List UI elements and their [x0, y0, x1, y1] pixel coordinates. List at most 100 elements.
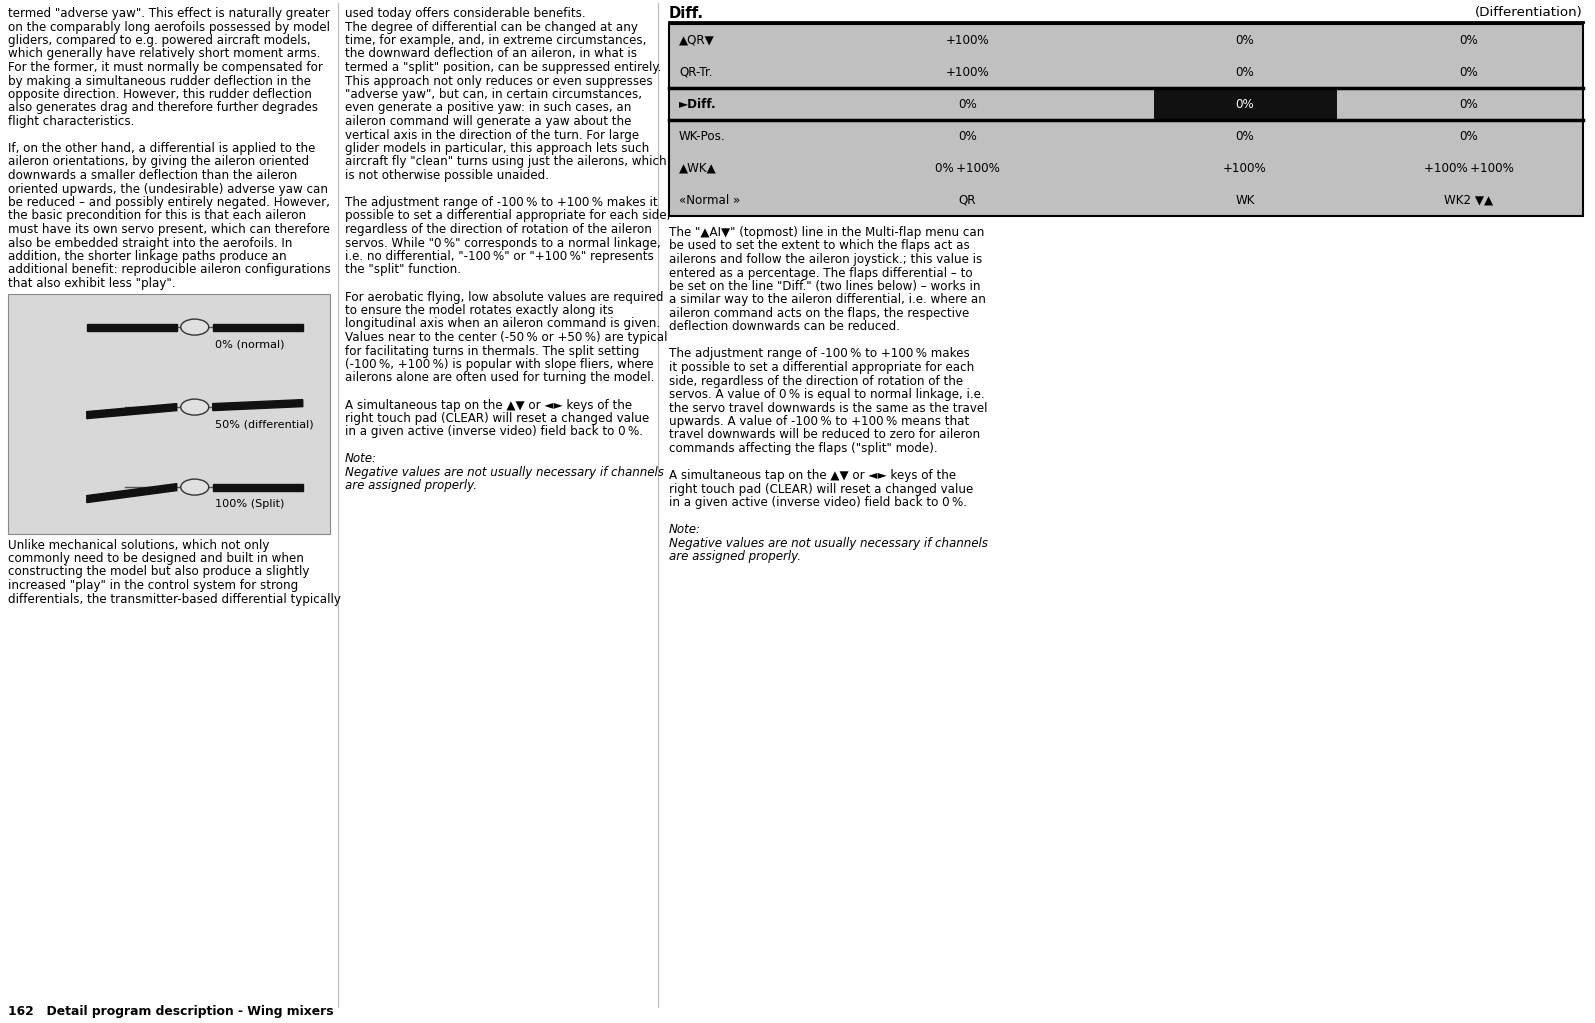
Text: 0%: 0% [959, 130, 976, 142]
Text: for facilitating turns in thermals. The split setting: for facilitating turns in thermals. The … [345, 345, 640, 357]
Text: "adverse yaw", but can, in certain circumstances,: "adverse yaw", but can, in certain circu… [345, 88, 643, 101]
Text: in a given active (inverse video) field back to 0 %.: in a given active (inverse video) field … [668, 496, 967, 509]
Bar [1153, 89, 1337, 119]
Ellipse shape [180, 319, 209, 336]
Ellipse shape [180, 399, 209, 415]
Text: vertical axis in the direction of the turn. For large: vertical axis in the direction of the tu… [345, 129, 640, 141]
Text: a similar way to the aileron differential, i.e. where an: a similar way to the aileron differentia… [668, 294, 986, 307]
Text: in a given active (inverse video) field back to 0 %.: in a given active (inverse video) field … [345, 426, 643, 439]
Text: opposite direction. However, this rudder deflection: opposite direction. However, this rudder… [8, 88, 313, 101]
Text: also be embedded straight into the aerofoils. In: also be embedded straight into the aerof… [8, 236, 292, 250]
Polygon shape [212, 400, 303, 410]
Text: aircraft fly "clean" turns using just the ailerons, which: aircraft fly "clean" turns using just th… [345, 155, 667, 169]
Polygon shape [86, 323, 177, 330]
Text: For the former, it must normally be compensated for: For the former, it must normally be comp… [8, 61, 322, 74]
Text: (-100 %, +100 %) is popular with slope fliers, where: (-100 %, +100 %) is popular with slope f… [345, 358, 654, 371]
Text: +100% +100%: +100% +100% [1424, 162, 1514, 175]
Text: Values near to the center (-50 % or +50 %) are typical: Values near to the center (-50 % or +50 … [345, 331, 667, 344]
Text: ►Diff.: ►Diff. [679, 97, 716, 110]
Text: aileron command acts on the flaps, the respective: aileron command acts on the flaps, the r… [668, 307, 970, 320]
Text: Negative values are not usually necessary if channels: Negative values are not usually necessar… [345, 466, 664, 479]
Text: 0% (normal): 0% (normal) [215, 339, 284, 349]
Text: are assigned properly.: are assigned properly. [345, 480, 477, 492]
Text: WK-Pos.: WK-Pos. [679, 130, 726, 142]
Text: possible to set a differential appropriate for each side,: possible to set a differential appropria… [345, 210, 670, 222]
Text: by making a simultaneous rudder deflection in the: by making a simultaneous rudder deflecti… [8, 75, 311, 88]
Text: which generally have relatively short moment arms.: which generally have relatively short mo… [8, 47, 321, 60]
Text: «Normal »: «Normal » [679, 193, 740, 207]
Text: 0%: 0% [1459, 65, 1479, 79]
Text: the servo travel downwards is the same as the travel: the servo travel downwards is the same a… [668, 401, 987, 414]
Text: 0%: 0% [1236, 34, 1255, 46]
Text: The adjustment range of -100 % to +100 % makes: The adjustment range of -100 % to +100 %… [668, 348, 970, 360]
Text: the downward deflection of an aileron, in what is: the downward deflection of an aileron, i… [345, 47, 636, 60]
Text: is not otherwise possible unaided.: is not otherwise possible unaided. [345, 169, 549, 182]
Text: This approach not only reduces or even suppresses: This approach not only reduces or even s… [345, 75, 652, 88]
Text: to ensure the model rotates exactly along its: to ensure the model rotates exactly alon… [345, 304, 614, 317]
Text: (Differentiation): (Differentiation) [1475, 6, 1582, 19]
Text: differentials, the transmitter-based differential typically: differentials, the transmitter-based dif… [8, 592, 341, 606]
Text: be set on the line "Diff." (two lines below) – works in: be set on the line "Diff." (two lines be… [668, 280, 981, 293]
Text: also generates drag and therefore further degrades: also generates drag and therefore furthe… [8, 101, 317, 115]
Text: the "split" function.: the "split" function. [345, 264, 461, 276]
Text: increased "play" in the control system for strong: increased "play" in the control system f… [8, 579, 298, 592]
Text: downwards a smaller deflection than the aileron: downwards a smaller deflection than the … [8, 169, 297, 182]
Text: QR: QR [959, 193, 976, 207]
Text: it possible to set a differential appropriate for each: it possible to set a differential approp… [668, 361, 975, 374]
Text: A simultaneous tap on the ▲▼ or ◄► keys of the: A simultaneous tap on the ▲▼ or ◄► keys … [668, 469, 955, 482]
Text: servos. While "0 %" corresponds to a normal linkage,: servos. While "0 %" corresponds to a nor… [345, 236, 660, 250]
Text: additional benefit: reproducible aileron configurations: additional benefit: reproducible aileron… [8, 264, 330, 276]
Text: The adjustment range of -100 % to +100 % makes it: The adjustment range of -100 % to +100 %… [345, 196, 657, 209]
Text: longitudinal axis when an aileron command is given.: longitudinal axis when an aileron comman… [345, 317, 660, 330]
Polygon shape [212, 323, 303, 330]
Text: +100%: +100% [1223, 162, 1266, 175]
Text: time, for example, and, in extreme circumstances,: time, for example, and, in extreme circu… [345, 34, 646, 47]
Text: entered as a percentage. The flaps differential – to: entered as a percentage. The flaps diffe… [668, 267, 973, 279]
Bar [8, 294, 330, 534]
Text: 50% (differential): 50% (differential) [215, 419, 313, 429]
Text: deflection downwards can be reduced.: deflection downwards can be reduced. [668, 320, 900, 333]
Text: 0%: 0% [1236, 97, 1255, 110]
Text: Diff.: Diff. [668, 6, 703, 21]
Polygon shape [86, 404, 177, 418]
Text: +100%: +100% [946, 65, 989, 79]
Text: travel downwards will be reduced to zero for aileron: travel downwards will be reduced to zero… [668, 429, 979, 442]
Text: ▲QR▼: ▲QR▼ [679, 34, 715, 46]
Text: 162   Detail program description - Wing mixers: 162 Detail program description - Wing mi… [8, 1005, 333, 1018]
Text: 0%: 0% [959, 97, 976, 110]
Text: even generate a positive yaw: in such cases, an: even generate a positive yaw: in such ca… [345, 101, 632, 115]
Text: WK2 ▼▲: WK2 ▼▲ [1443, 193, 1493, 207]
Text: commands affecting the flaps ("split" mode).: commands affecting the flaps ("split" mo… [668, 442, 938, 455]
Text: termed a "split" position, can be suppressed entirely.: termed a "split" position, can be suppre… [345, 61, 662, 74]
Text: that also exhibit less "play".: that also exhibit less "play". [8, 277, 175, 290]
Text: aileron command will generate a yaw about the: aileron command will generate a yaw abou… [345, 115, 632, 128]
Text: side, regardless of the direction of rotation of the: side, regardless of the direction of rot… [668, 374, 963, 388]
Text: 0%: 0% [1236, 130, 1255, 142]
Text: servos. A value of 0 % is equal to normal linkage, i.e.: servos. A value of 0 % is equal to norma… [668, 388, 984, 401]
Text: QR-Tr.: QR-Tr. [679, 65, 713, 79]
Text: addition, the shorter linkage paths produce an: addition, the shorter linkage paths prod… [8, 250, 287, 263]
Text: Negative values are not usually necessary if channels: Negative values are not usually necessar… [668, 536, 987, 549]
Text: +100%: +100% [946, 34, 989, 46]
Text: Note:: Note: [345, 452, 376, 465]
Text: 0% +100%: 0% +100% [935, 162, 1000, 175]
Text: A simultaneous tap on the ▲▼ or ◄► keys of the: A simultaneous tap on the ▲▼ or ◄► keys … [345, 399, 632, 411]
Bar [668, 24, 1582, 216]
Text: be used to set the extent to which the flaps act as: be used to set the extent to which the f… [668, 239, 970, 253]
Text: on the comparably long aerofoils possessed by model: on the comparably long aerofoils possess… [8, 20, 330, 34]
Text: 0%: 0% [1459, 34, 1479, 46]
Text: The "▲AI▼" (topmost) line in the Multi-flap menu can: The "▲AI▼" (topmost) line in the Multi-f… [668, 226, 984, 239]
Text: be reduced – and possibly entirely negated. However,: be reduced – and possibly entirely negat… [8, 196, 330, 209]
Polygon shape [86, 484, 177, 502]
Text: flight characteristics.: flight characteristics. [8, 115, 134, 128]
Text: ▲WK▲: ▲WK▲ [679, 162, 716, 175]
Text: Unlike mechanical solutions, which not only: Unlike mechanical solutions, which not o… [8, 538, 270, 551]
Text: the basic precondition for this is that each aileron: the basic precondition for this is that … [8, 210, 306, 222]
Text: The degree of differential can be changed at any: The degree of differential can be change… [345, 20, 638, 34]
Text: commonly need to be designed and built in when: commonly need to be designed and built i… [8, 552, 305, 565]
Text: 100% (Split): 100% (Split) [215, 499, 284, 509]
Ellipse shape [180, 479, 209, 495]
Text: ailerons alone are often used for turning the model.: ailerons alone are often used for turnin… [345, 371, 654, 385]
Text: right touch pad (CLEAR) will reset a changed value: right touch pad (CLEAR) will reset a cha… [345, 412, 649, 425]
Text: 0%: 0% [1236, 65, 1255, 79]
